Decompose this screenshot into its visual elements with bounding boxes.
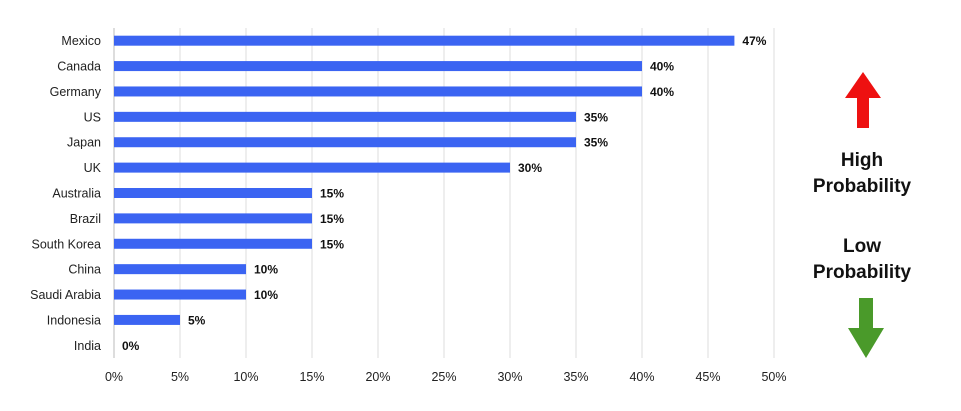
data-label: 5% [188,313,206,327]
bar [114,264,246,275]
category-label: UK [84,161,102,175]
low-label-line1: Low [843,236,881,257]
bar [114,61,642,72]
high-label-line2: Probability [812,176,912,197]
category-label: Germany [50,85,102,99]
bar [114,162,510,173]
value-labels: 47% 40% 40% 35% 35% 30% 15% 15% 15% 10% 10% 5% 0% [122,34,767,353]
data-label: 15% [320,212,344,226]
bars [114,35,735,325]
bar [114,188,312,198]
bar [114,111,576,122]
data-label: 10% [254,288,278,302]
data-label: 30% [518,161,542,175]
x-tick-label: 25% [431,370,456,384]
category-label: South Korea [32,237,102,251]
category-label: Indonesia [47,313,101,327]
category-label: India [74,339,101,353]
category-label: Brazil [70,212,101,226]
bar [114,86,642,97]
up-arrow-icon [845,72,881,128]
category-label: China [68,263,101,277]
x-tick-label: 40% [629,370,654,384]
x-tick-label: 0% [105,370,123,384]
data-label: 40% [650,60,674,74]
bar [114,137,576,148]
bar [114,213,312,224]
low-label-line2: Probability [812,262,912,283]
bar [114,35,735,46]
high-probability-label: High Probability [792,148,932,200]
data-label: 35% [584,136,608,150]
x-tick-label: 30% [497,370,522,384]
x-axis-tick-labels: 0% 5% 10% 15% 20% 25% 30% 35% 40% 45% 50% [105,370,787,384]
category-labels: Mexico Canada Germany US Japan UK Australia Bra… [30,34,102,353]
data-label: 47% [742,34,766,48]
data-label: 35% [584,110,608,124]
x-tick-label: 20% [365,370,390,384]
category-label: US [84,110,101,124]
data-label: 40% [650,85,674,99]
data-label: 15% [320,237,344,251]
x-tick-label: 35% [563,370,588,384]
x-tick-label: 5% [171,370,189,384]
bar [114,314,180,325]
low-probability-label: Low Probability [792,234,932,286]
data-label: 10% [254,263,278,277]
data-label: 15% [320,187,344,201]
gridlines [113,28,775,358]
category-label: Mexico [61,34,101,48]
data-label: 0% [122,339,140,353]
x-tick-label: 15% [299,370,324,384]
category-label: Japan [67,136,101,150]
x-tick-label: 50% [761,370,786,384]
high-label-line1: High [840,150,884,171]
bar [114,238,312,249]
x-tick-label: 10% [233,370,258,384]
category-label: Canada [57,60,101,74]
down-arrow-icon [848,298,884,358]
category-label: Australia [52,187,101,201]
x-tick-label: 45% [695,370,720,384]
category-label: Saudi Arabia [30,288,101,302]
bar [114,289,246,300]
